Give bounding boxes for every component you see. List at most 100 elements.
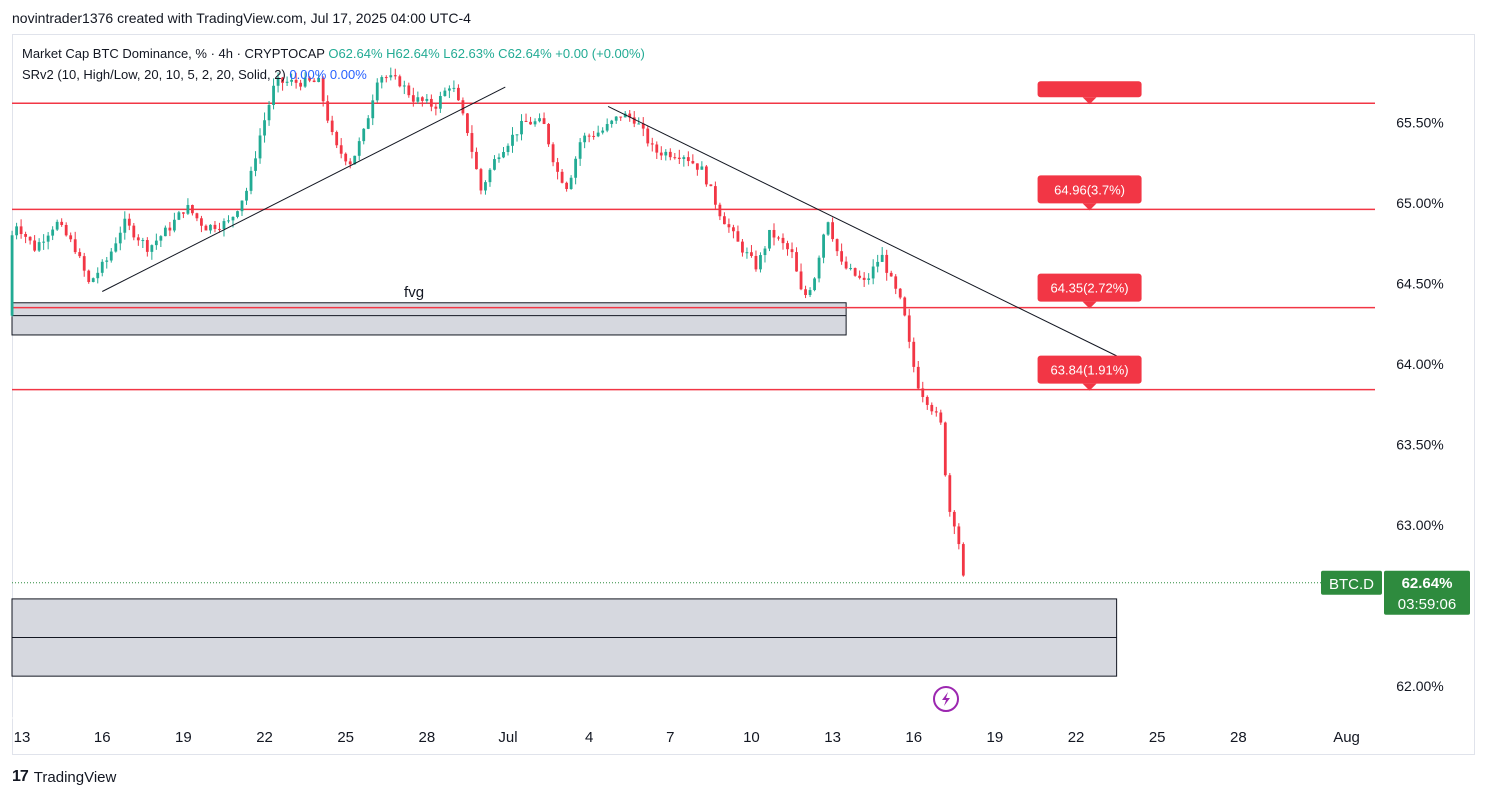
candle-body xyxy=(822,234,825,258)
y-axis: 65.50% 65.00% 64.50% 64.00% 63.50% 63.00% 62.0… xyxy=(1396,115,1443,694)
x-tick-label: 22 xyxy=(1068,729,1085,746)
candle-body xyxy=(438,96,442,109)
candle-body xyxy=(547,123,550,145)
candle-body xyxy=(416,97,420,102)
candle-body xyxy=(524,120,528,122)
candle-body xyxy=(272,85,275,106)
candle-body xyxy=(515,134,519,136)
candle-body xyxy=(795,252,798,272)
candle-body xyxy=(353,155,357,165)
candle-body xyxy=(840,251,844,262)
lightning-icon[interactable] xyxy=(933,686,959,712)
candle-body xyxy=(82,256,86,271)
candle-body xyxy=(587,135,591,137)
candle-body xyxy=(817,257,821,279)
candle-body xyxy=(799,271,803,290)
candle-body xyxy=(650,143,654,145)
symbol-name[interactable]: Market Cap BTC Dominance, % · 4h · CRYPT… xyxy=(22,46,325,61)
candle-body xyxy=(249,170,253,191)
candle-body xyxy=(204,225,208,231)
candle-body xyxy=(317,77,321,83)
symbol-legend[interactable]: Market Cap BTC Dominance, % · 4h · CRYPT… xyxy=(22,46,645,61)
candle-body xyxy=(493,159,496,170)
indicator-name[interactable]: SRv2 (10, High/Low, 20, 10, 5, 2, 20, So… xyxy=(22,67,286,82)
candle-body xyxy=(691,161,695,164)
x-axis: 13 16 19 22 25 28 Jul 4 7 10 13 16 19 22 25 28 Aug xyxy=(14,729,1360,746)
candle-body xyxy=(276,77,280,86)
candle-body xyxy=(335,131,339,146)
x-tick-label: 7 xyxy=(666,729,674,746)
candle-body xyxy=(497,157,501,160)
candle-body xyxy=(637,123,641,125)
candle-body xyxy=(844,261,848,269)
candle-body xyxy=(511,134,514,146)
candle-body xyxy=(641,123,645,129)
trendline-0 xyxy=(102,86,506,292)
indicator-legend[interactable]: SRv2 (10, High/Low, 20, 10, 5, 2, 20, So… xyxy=(22,67,367,82)
candle-body xyxy=(371,100,375,119)
sr-level-layer xyxy=(12,102,1375,391)
candle-body xyxy=(177,212,181,220)
candle-body xyxy=(916,366,920,389)
candle-body xyxy=(154,240,158,246)
candle-body xyxy=(551,144,555,163)
candle-body xyxy=(889,272,893,277)
candle-body xyxy=(470,133,474,152)
candle-body xyxy=(939,412,943,423)
candle-body xyxy=(87,270,91,282)
candle-body xyxy=(258,135,262,159)
candle-body xyxy=(91,278,95,282)
candle-body xyxy=(127,218,131,226)
candle-body xyxy=(136,237,140,241)
candle-body xyxy=(123,218,127,233)
candle-body xyxy=(186,205,190,214)
footer-brand: TradingView xyxy=(33,768,117,786)
candle-body xyxy=(502,151,505,158)
candle-body xyxy=(231,216,235,221)
candle-body xyxy=(10,235,14,316)
candle-body xyxy=(100,261,104,273)
candle-body xyxy=(118,232,122,244)
candle-body xyxy=(308,77,312,81)
candle-body xyxy=(384,77,388,79)
candle-body xyxy=(862,277,866,280)
candle-body xyxy=(601,130,605,133)
candle-body xyxy=(24,234,28,237)
candle-body xyxy=(529,121,532,125)
candle-body xyxy=(195,213,199,219)
sr-label-pointer-0 xyxy=(1082,97,1097,105)
candle-body xyxy=(64,224,68,236)
candle-body xyxy=(677,157,681,160)
x-tick-label: 25 xyxy=(337,729,354,746)
candle-body xyxy=(330,120,334,132)
candle-body xyxy=(668,151,672,158)
candle-body xyxy=(596,132,600,137)
candle-body xyxy=(19,226,23,235)
candle-body xyxy=(213,224,217,229)
candle-body xyxy=(461,100,465,114)
candle-body xyxy=(60,221,64,225)
candle-body xyxy=(592,135,596,137)
candle-body xyxy=(132,225,136,238)
tradingview-footer[interactable]: 17 TradingView xyxy=(12,768,116,786)
candle-body xyxy=(777,237,780,239)
candle-body xyxy=(804,289,807,296)
sr-label-text-2: 64.35(2.72%) xyxy=(1051,281,1129,296)
candle-body xyxy=(159,236,163,241)
candle-body xyxy=(542,118,546,124)
candle-body xyxy=(227,220,230,222)
candle-body xyxy=(907,315,911,342)
candle-body xyxy=(475,151,478,170)
candle-body xyxy=(790,249,794,253)
candle-body xyxy=(357,141,361,156)
candle-body xyxy=(78,252,82,257)
candle-body xyxy=(853,268,857,276)
x-tick-label: 13 xyxy=(824,729,841,746)
candle-body xyxy=(826,222,830,235)
y-tick-label: 64.50% xyxy=(1396,275,1443,291)
candle-body xyxy=(704,166,708,185)
sr-label-box-1 xyxy=(1037,175,1142,204)
candle-body xyxy=(222,221,226,230)
candle-body xyxy=(46,235,50,242)
